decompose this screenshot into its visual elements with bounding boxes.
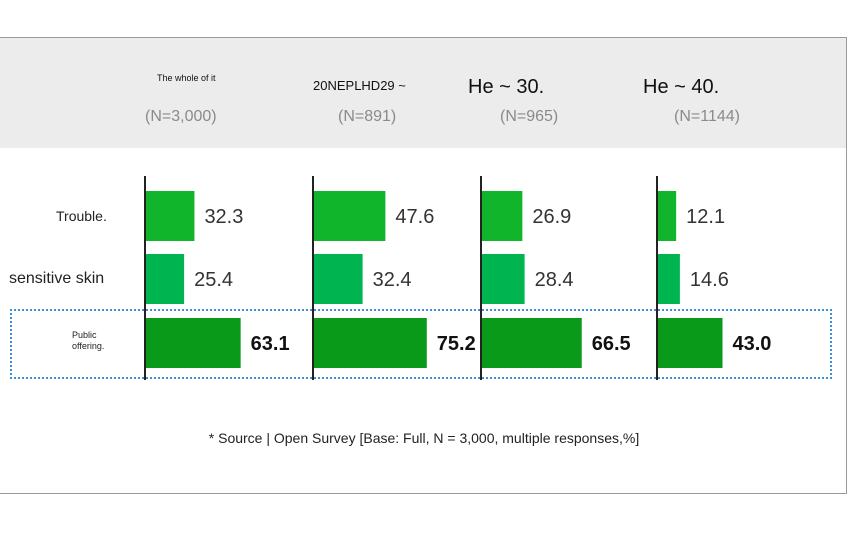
highlight-box bbox=[10, 309, 832, 379]
value-label-2-0: 26.9 bbox=[532, 206, 571, 228]
row-label-trouble: Trouble. bbox=[56, 208, 107, 224]
value-label-2-1: 28.4 bbox=[535, 269, 574, 291]
value-label-3-2: 43.0 bbox=[733, 333, 772, 355]
row-label-sensitive-skin: sensitive skin bbox=[9, 270, 105, 287]
group-n-whole: (N=3,000) bbox=[145, 108, 217, 125]
bar-0-0 bbox=[146, 191, 195, 241]
value-label-0-2: 63.1 bbox=[251, 333, 290, 355]
bar-0-2 bbox=[146, 318, 241, 368]
bar-2-2 bbox=[482, 318, 582, 368]
value-label-0-0: 32.3 bbox=[204, 206, 243, 228]
value-label-0-1: 25.4 bbox=[194, 269, 233, 291]
header-band bbox=[0, 38, 846, 148]
bar-3-1 bbox=[658, 254, 680, 304]
bar-3-2 bbox=[658, 318, 723, 368]
group-title-20s: 20NEPLHD29 ~ bbox=[313, 78, 406, 93]
bar-2-0 bbox=[482, 191, 523, 241]
value-label-3-1: 14.6 bbox=[690, 269, 729, 291]
value-label-3-0: 12.1 bbox=[686, 206, 725, 228]
bar-1-0 bbox=[314, 191, 386, 241]
value-label-2-2: 66.5 bbox=[592, 333, 631, 355]
bar-2-1 bbox=[482, 254, 525, 304]
group-title-whole: The whole of it bbox=[157, 73, 216, 83]
bar-0-1 bbox=[146, 254, 185, 304]
bar-3-0 bbox=[658, 191, 677, 241]
value-label-1-2: 75.2 bbox=[437, 333, 476, 355]
group-title-30s: He ~ 30. bbox=[468, 76, 545, 98]
source-note: * Source | Open Survey [Base: Full, N = … bbox=[208, 430, 640, 446]
row-label-public-offering: Public offering. bbox=[72, 330, 105, 351]
group-title-40s: He ~ 40. bbox=[643, 76, 720, 98]
group-n-20s: (N=891) bbox=[338, 108, 397, 125]
bar-1-1 bbox=[314, 254, 363, 304]
value-label-1-0: 47.6 bbox=[395, 206, 434, 228]
bar-1-2 bbox=[314, 318, 427, 368]
value-label-1-1: 32.4 bbox=[373, 269, 412, 291]
group-n-30s: (N=965) bbox=[500, 108, 559, 125]
group-n-40s: (N=1144) bbox=[674, 108, 740, 125]
